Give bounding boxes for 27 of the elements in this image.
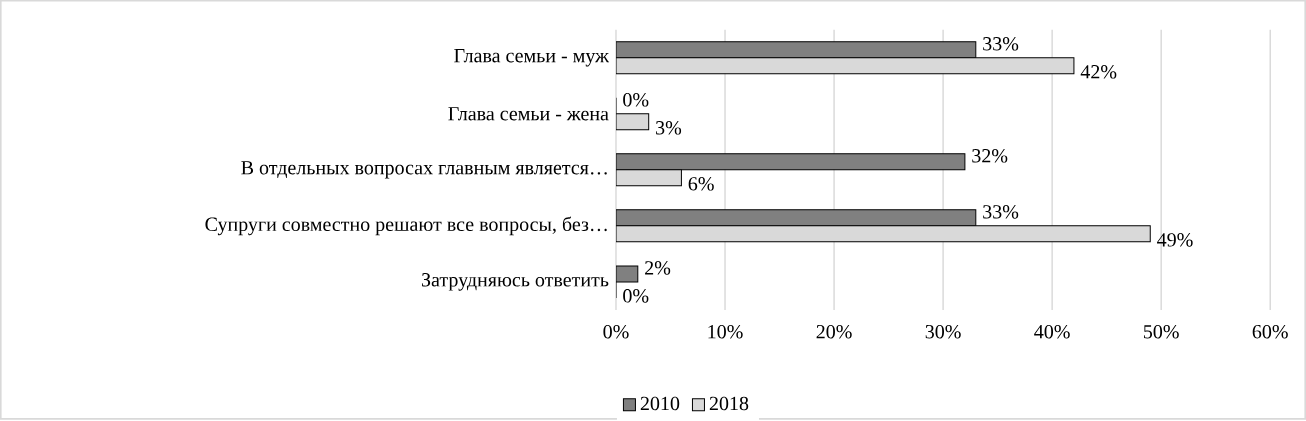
data-label: 2% [645, 261, 671, 275]
data-label: 42% [1080, 65, 1117, 79]
x-tick-label: 20% [816, 324, 852, 339]
data-label: 32% [972, 149, 1008, 163]
bar [615, 153, 966, 171]
x-tick-label: 50% [1143, 324, 1179, 339]
y-tick-label: Затрудняюсь ответить [421, 273, 609, 291]
bar [615, 169, 682, 187]
y-tick-label: Супруги совместно решают все вопросы, без… [205, 216, 607, 236]
y-tick-label: В отдельных вопросах главным является… [241, 161, 607, 179]
data-label: 33% [983, 37, 1019, 51]
y-tick-label: Глава семьи - жена [448, 107, 609, 121]
x-tick-label: 10% [708, 324, 743, 339]
data-label: 33% [983, 205, 1019, 219]
x-tick-label: 30% [925, 324, 961, 339]
data-label: 3% [656, 121, 682, 135]
data-label: 0% [623, 289, 649, 303]
bar [615, 41, 977, 59]
x-tick-label: 0% [603, 324, 629, 339]
y-tick-label: Глава семьи - муж [454, 49, 610, 67]
legend-label: 2010 [640, 396, 680, 411]
x-tick-label: 60% [1252, 324, 1288, 339]
data-label: 6% [688, 177, 714, 191]
legend-label: 2018 [709, 396, 749, 411]
data-label: 0% [623, 93, 649, 107]
x-tick-label: 40% [1034, 324, 1070, 339]
data-label: 49% [1157, 233, 1193, 247]
